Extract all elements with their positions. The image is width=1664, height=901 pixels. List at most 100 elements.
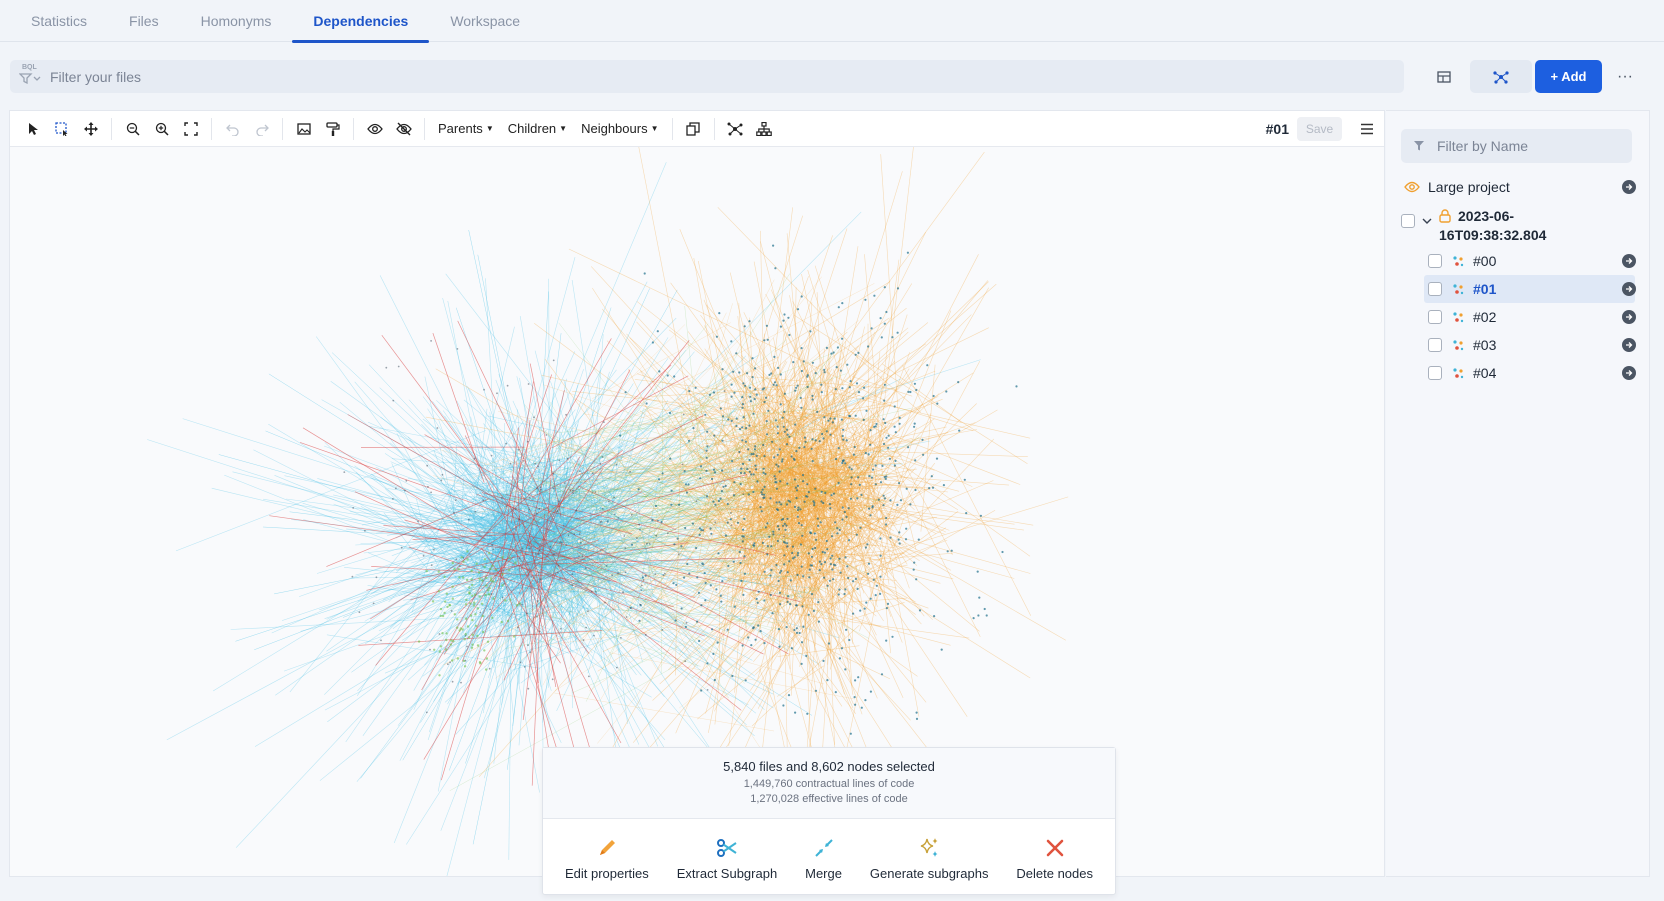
tab-files[interactable]: Files	[129, 13, 159, 29]
graph-node	[779, 603, 782, 606]
tab-dependencies[interactable]: Dependencies	[292, 0, 430, 43]
graph-item[interactable]: #04	[1386, 359, 1636, 387]
graph-node	[481, 579, 484, 582]
paint-style-button[interactable]	[318, 115, 347, 143]
snapshot-checkbox[interactable]	[1401, 214, 1415, 228]
edit-properties-button[interactable]: Edit properties	[565, 835, 649, 881]
add-button[interactable]: + Add	[1535, 60, 1602, 93]
eye-icon[interactable]	[1404, 181, 1420, 193]
graph-edge	[698, 260, 768, 604]
more-options-button[interactable]: ···	[1617, 67, 1633, 85]
graph-node	[660, 520, 663, 524]
graph-view-button[interactable]	[1470, 60, 1532, 93]
zoom-in-button[interactable]	[147, 115, 176, 143]
graph-edge	[357, 559, 483, 692]
graph-item[interactable]: #00	[1386, 247, 1636, 275]
graph-edge	[697, 599, 841, 720]
hide-button[interactable]	[389, 115, 418, 143]
redo-button[interactable]	[247, 115, 276, 143]
pan-tool[interactable]	[76, 115, 105, 143]
graph-node	[533, 416, 535, 419]
graph-edge	[793, 440, 845, 448]
graph-node	[864, 546, 868, 549]
graph-edge	[810, 522, 837, 578]
graph-edge	[714, 585, 729, 725]
show-button[interactable]	[360, 115, 389, 143]
graph-edge	[702, 417, 846, 590]
box-select-tool[interactable]	[47, 115, 76, 143]
graph-item[interactable]: #01	[1424, 275, 1636, 303]
tab-statistics[interactable]: Statistics	[31, 13, 88, 29]
graph-node	[844, 556, 847, 559]
neighbours-dropdown[interactable]: Neighbours ▼	[574, 121, 665, 136]
graph-node	[780, 460, 784, 463]
arrow-right-icon[interactable]	[1622, 282, 1636, 296]
force-layout-button[interactable]	[721, 115, 750, 143]
extract-subgraph-button[interactable]: Extract Subgraph	[677, 835, 777, 881]
file-filter-input[interactable]	[50, 68, 1404, 85]
project-row[interactable]: Large project	[1386, 173, 1650, 201]
graph-node	[794, 711, 797, 714]
graph-checkbox[interactable]	[1428, 254, 1442, 268]
graph-checkbox[interactable]	[1428, 366, 1442, 380]
graph-node	[463, 637, 466, 641]
graph-checkbox[interactable]	[1428, 310, 1442, 324]
graph-edge	[771, 492, 818, 541]
graph-node	[820, 391, 823, 394]
graph-edge	[530, 592, 574, 654]
graph-edge	[453, 526, 502, 611]
dependency-graph-canvas[interactable]	[10, 147, 1384, 876]
pointer-tool[interactable]	[18, 115, 47, 143]
fit-view-button[interactable]	[176, 115, 205, 143]
graph-item[interactable]: #03	[1386, 331, 1636, 359]
zoom-out-button[interactable]	[118, 115, 147, 143]
chevron-down-icon[interactable]	[1421, 215, 1433, 227]
graph-item[interactable]: #02	[1386, 303, 1636, 331]
bql-filter-toggle[interactable]: BQL	[10, 60, 50, 93]
graph-edge	[585, 547, 657, 669]
merge-button[interactable]: Merge	[805, 835, 842, 881]
children-dropdown[interactable]: Children ▼	[501, 121, 574, 136]
graph-edge	[424, 525, 510, 547]
generate-subgraphs-button[interactable]: Generate subgraphs	[870, 835, 988, 881]
graph-edge	[756, 538, 764, 583]
arrow-right-icon[interactable]	[1622, 366, 1636, 380]
delete-nodes-button[interactable]: Delete nodes	[1016, 835, 1093, 881]
graph-node	[766, 553, 769, 556]
undo-button[interactable]	[218, 115, 247, 143]
name-filter-input[interactable]	[1437, 138, 1627, 154]
image-export-button[interactable]	[289, 115, 318, 143]
graph-node	[425, 569, 428, 573]
graph-node	[430, 491, 432, 494]
arrow-right-icon[interactable]	[1622, 180, 1636, 194]
graph-edge	[358, 629, 603, 646]
graph-node	[828, 503, 832, 506]
arrow-right-icon[interactable]	[1622, 254, 1636, 268]
graph-edge	[844, 420, 868, 466]
snapshot-row[interactable]: 2023-06-16T09:38:32.804	[1386, 201, 1650, 245]
graph-node	[680, 545, 683, 548]
table-view-button[interactable]	[1420, 60, 1468, 93]
graph-node	[451, 680, 454, 683]
graph-edge	[775, 415, 782, 510]
graph-checkbox[interactable]	[1428, 338, 1442, 352]
graph-edge	[466, 591, 529, 597]
arrow-right-icon[interactable]	[1622, 338, 1636, 352]
hierarchy-layout-button[interactable]	[750, 115, 779, 143]
tab-workspace[interactable]: Workspace	[450, 13, 521, 29]
graph-node	[780, 503, 783, 506]
graph-edge	[324, 620, 496, 711]
graph-edge	[822, 436, 858, 555]
arrow-right-icon[interactable]	[1622, 310, 1636, 324]
parents-dropdown[interactable]: Parents ▼	[431, 121, 501, 136]
graph-edge	[756, 500, 780, 510]
graph-checkbox[interactable]	[1428, 282, 1442, 296]
graph-menu-button[interactable]	[1350, 115, 1384, 143]
save-button[interactable]: Save	[1297, 117, 1342, 141]
tab-homonyms[interactable]: Homonyms	[200, 13, 272, 29]
duplicate-button[interactable]	[679, 115, 708, 143]
graph-edge	[808, 472, 823, 567]
graph-edge	[733, 381, 862, 551]
graph-node	[760, 510, 763, 513]
graph-node	[513, 635, 516, 638]
